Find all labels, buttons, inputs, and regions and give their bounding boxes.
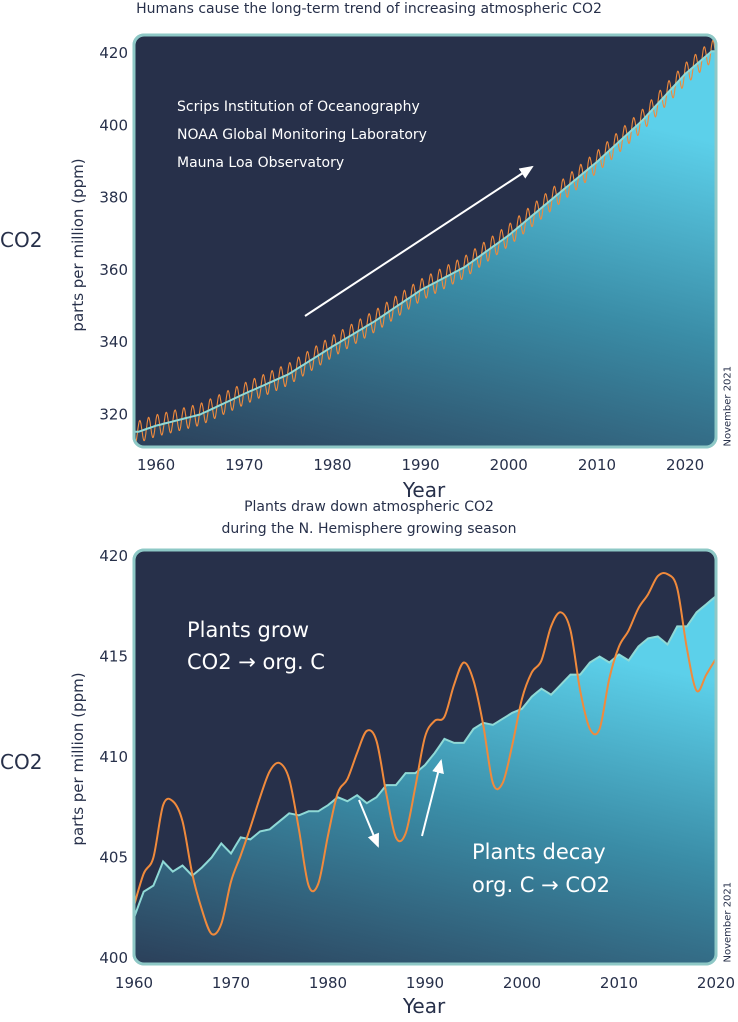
chart1-y-tick-360: 360 (99, 261, 128, 279)
chart1-source-3: Mauna Loa Observatory (177, 155, 344, 171)
chart1-x-axis-title: Year (402, 478, 446, 502)
chart2-plot-frame (132, 548, 718, 966)
chart2-rise-arrow (421, 759, 444, 837)
chart2-x-tick-1990: 1990 (406, 974, 444, 992)
chart1-source-2: NOAA Global Monitoring Laboratory (177, 127, 427, 143)
chart1-source-1: Scrips Institution of Oceanography (177, 99, 420, 115)
chart2-x-tick-2010: 2010 (600, 974, 638, 992)
chart1-y-tick-320: 320 (99, 405, 128, 423)
chart1-x-tick-2020: 2020 (666, 456, 704, 474)
chart1-x-tick-1960: 1960 (137, 456, 175, 474)
chart2-y-tick-415: 415 (99, 648, 128, 666)
chart2-seasonal-line (134, 571, 716, 936)
chart2-x-tick-1960: 1960 (115, 974, 153, 992)
chart2-y-tick-400: 400 (99, 949, 128, 967)
chart2-x-tick-2020: 2020 (697, 974, 735, 992)
chart2-trend-line (134, 595, 716, 919)
chart1-y-tick-340: 340 (99, 333, 128, 351)
chart2-x-tick-1970: 1970 (212, 974, 250, 992)
chart1-trend-line (134, 50, 716, 433)
chart2-decline-arrow (358, 799, 379, 848)
chart2-y-tick-405: 405 (99, 848, 128, 866)
chart2-y-tick-410: 410 (99, 748, 128, 766)
chart1-co2-label: CO2 (0, 228, 43, 252)
chart1-x-tick-2000: 2000 (490, 456, 528, 474)
chart2-trend-area (134, 596, 716, 964)
chart2-grow-equation: CO2 → org. C (187, 650, 325, 674)
chart1-y-tick-380: 380 (99, 189, 128, 207)
chart2-x-axis-title: Year (402, 994, 446, 1018)
chart1-x-tick-1980: 1980 (313, 456, 351, 474)
chart1-monthly-line (134, 39, 716, 444)
chart1-trend-arrow (304, 165, 534, 317)
chart1-title: Humans cause the long-term trend of incr… (136, 1, 602, 17)
chart2-x-tick-2000: 2000 (503, 974, 541, 992)
chart1-trend-area (134, 51, 716, 447)
chart2-x-tick-1980: 1980 (309, 974, 347, 992)
chart2-co2-label: CO2 (0, 750, 43, 774)
chart1-x-tick-1970: 1970 (225, 456, 263, 474)
chart2-title-line1: Plants draw down atmospheric CO2 (244, 499, 494, 515)
chart1-x-tick-2010: 2010 (578, 456, 616, 474)
chart2-grow-label: Plants grow (187, 618, 309, 642)
chart1-y-tick-420: 420 (99, 44, 128, 62)
chart2-decay-equation: org. C → CO2 (472, 873, 610, 897)
chart1-plot-frame (132, 33, 718, 449)
chart1-y-tick-400: 400 (99, 116, 128, 134)
chart2-y-tick-420: 420 (99, 547, 128, 565)
chart2-title-line2: during the N. Hemisphere growing season (221, 521, 517, 537)
chart2-decay-label: Plants decay (472, 840, 606, 864)
chart1-x-tick-1990: 1990 (401, 456, 439, 474)
